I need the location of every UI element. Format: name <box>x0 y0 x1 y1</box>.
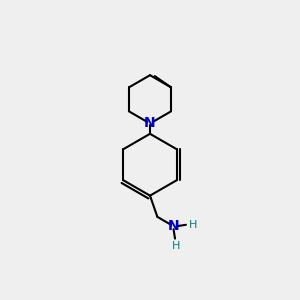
Text: H: H <box>172 241 181 251</box>
Text: H: H <box>189 220 197 230</box>
Text: N: N <box>168 219 179 233</box>
Text: N: N <box>144 116 156 130</box>
